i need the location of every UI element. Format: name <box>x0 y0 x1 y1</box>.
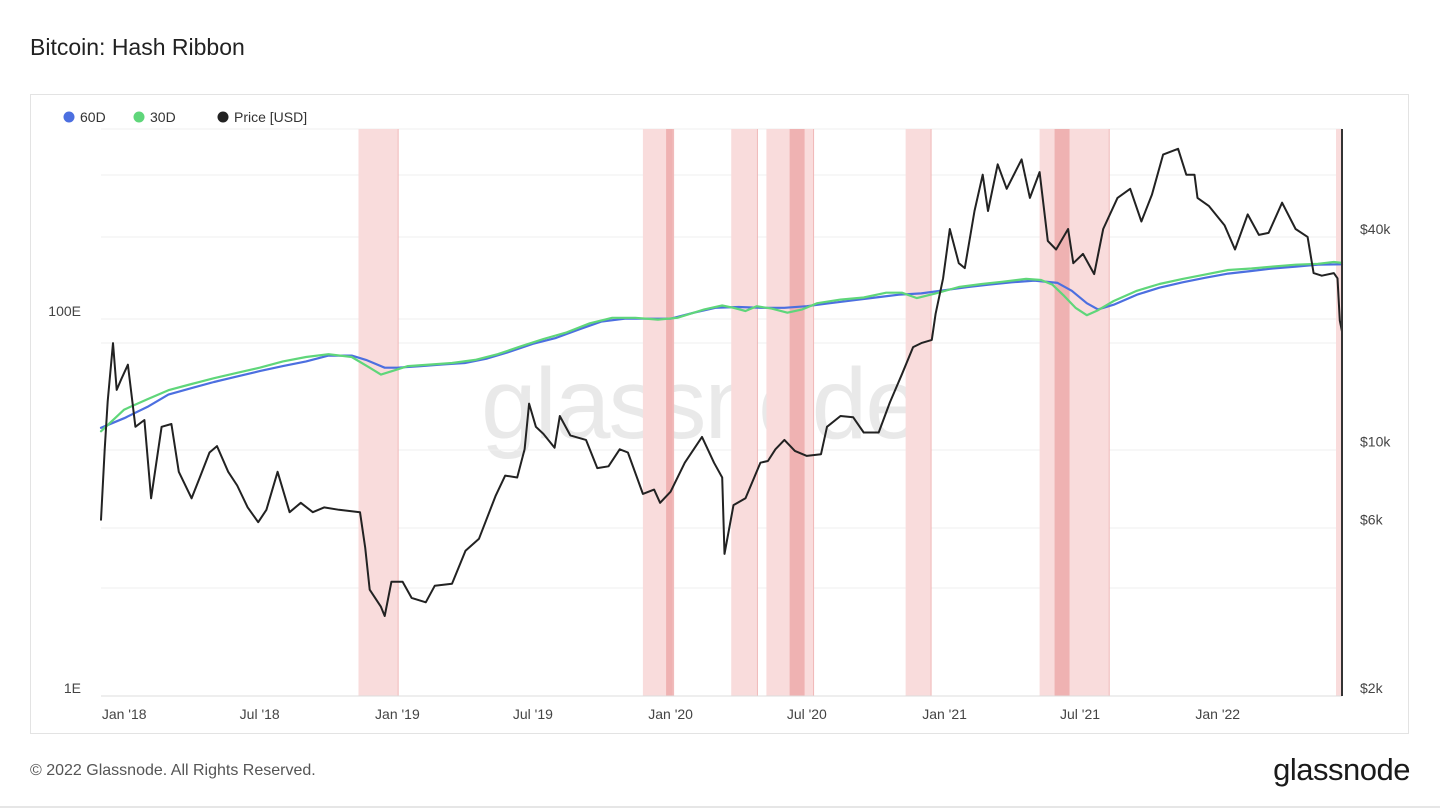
capitulation-band <box>1336 129 1342 696</box>
x-tick-label: Jul '18 <box>240 706 280 722</box>
chart-panel: glassnode Jan '18 Jul '18 Jan '19 Jul '19 Ja… <box>30 94 1409 734</box>
y-left-tick-label: 100E <box>48 303 81 319</box>
bottom-divider <box>0 806 1440 808</box>
x-tick-label: Jul '20 <box>787 706 827 722</box>
y-right-tick-label: $10k <box>1360 433 1391 449</box>
copyright-footer: © 2022 Glassnode. All Rights Reserved. <box>30 762 316 779</box>
y-right-tick-label: $6k <box>1360 512 1384 528</box>
x-tick-label: Jan '19 <box>375 706 420 722</box>
capitulation-band <box>1039 129 1110 696</box>
legend-label: 60D <box>80 109 106 125</box>
legend-item-30d[interactable]: 30D <box>133 109 176 125</box>
x-tick-label: Jan '18 <box>102 706 147 722</box>
page-title: Bitcoin: Hash Ribbon <box>30 34 245 60</box>
series-line-60d[interactable] <box>99 263 1344 429</box>
glassnode-logo[interactable]: glassnode <box>1273 752 1410 787</box>
y-left-tick-label: 1E <box>64 680 81 696</box>
legend: 60D 30D Price [USD] <box>63 109 308 125</box>
capitulation-band <box>905 129 932 696</box>
legend-item-60d[interactable]: 60D <box>63 109 106 125</box>
legend-item-price-usd[interactable]: Price [USD] <box>217 109 308 125</box>
x-tick-label: Jul '19 <box>513 706 553 722</box>
capitulation-band-strong <box>789 129 805 696</box>
legend-swatch <box>217 111 229 123</box>
hash-ribbon-chart[interactable]: Jan '18 Jul '18 Jan '19 Jul '19 Jan '20 Jul '… <box>31 95 1408 733</box>
legend-label: Price [USD] <box>234 109 307 125</box>
y-right-tick-label: $40k <box>1360 221 1391 237</box>
capitulation-band-strong <box>666 129 673 696</box>
x-tick-label: Jul '21 <box>1060 706 1100 722</box>
legend-swatch <box>63 111 75 123</box>
y-right-tick-label: $2k <box>1360 680 1384 696</box>
series-line-30d[interactable] <box>99 260 1344 433</box>
x-tick-label: Jan '20 <box>648 706 693 722</box>
capitulation-band <box>731 129 758 696</box>
grid-lines <box>101 128 1342 589</box>
capitulation-band <box>358 129 399 696</box>
capitulation-band-strong <box>1054 129 1070 696</box>
x-tick-label: Jan '21 <box>922 706 967 722</box>
legend-swatch <box>133 111 145 123</box>
series-line-price-usd[interactable] <box>100 147 1343 617</box>
x-tick-label: Jan '22 <box>1195 706 1240 722</box>
capitulation-bands <box>358 129 1343 696</box>
legend-label: 30D <box>150 109 176 125</box>
